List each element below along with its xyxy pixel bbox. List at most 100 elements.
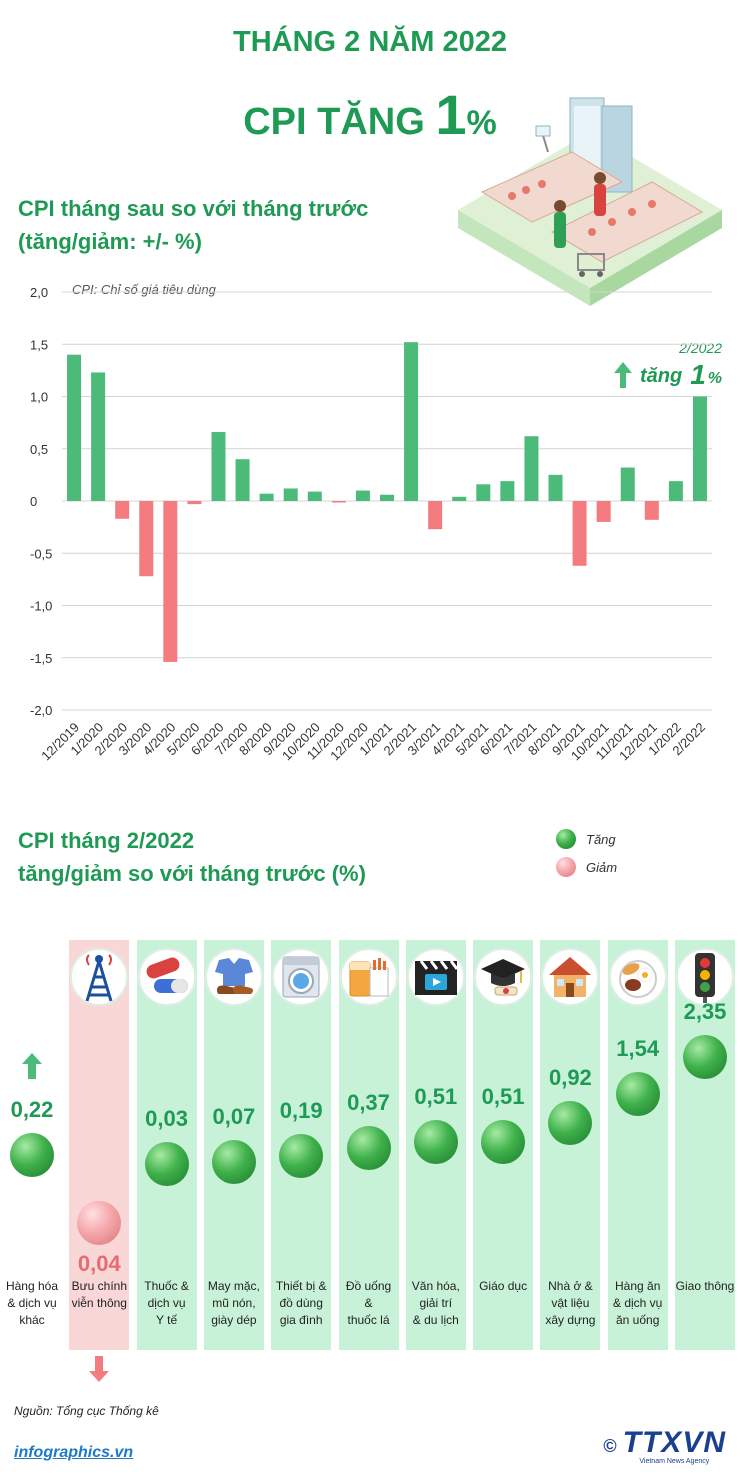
bar	[355, 490, 370, 501]
section2-title: CPI tháng 2/2022 tăng/giảm so với tháng …	[18, 824, 366, 890]
shirt-shoes-icon	[204, 948, 263, 1006]
headline-number: 1	[435, 83, 467, 146]
category-label-line: viễn thông	[71, 1296, 127, 1310]
cpi-note: CPI: Chỉ số giá tiêu dùng	[72, 282, 216, 297]
category-column: 0,51 Văn hóa, giải trí & du lịch	[405, 940, 466, 1350]
bar	[331, 501, 346, 503]
category-value: 1,54	[616, 1036, 660, 1062]
site-link[interactable]: infographics.vn	[14, 1444, 134, 1461]
category-label-line: xây dựng	[545, 1313, 596, 1327]
category-value: 0,07	[212, 1103, 256, 1129]
category-label-line: Nhà ở &	[548, 1279, 593, 1293]
category-label: May mặc, mũ nón, giày dép	[197, 1278, 271, 1329]
category-label-line: Hàng hóa	[5, 1279, 59, 1293]
y-tick-label: -2,0	[30, 703, 52, 718]
y-tick-label: 0	[30, 494, 37, 509]
graduation-cap-icon	[474, 948, 533, 1006]
category-label: Bưu chính viễn thông	[62, 1278, 136, 1312]
category-label-line: mũ nón,	[212, 1296, 256, 1310]
arrow-up-icon	[613, 362, 632, 388]
category-value: 0,03	[145, 1105, 188, 1131]
category-column: 0,37 Đồ uống & thuốc lá	[338, 940, 399, 1350]
increase-ball	[413, 1119, 458, 1164]
category-label-line: & du lịch	[412, 1313, 459, 1327]
category-value: 2,35	[683, 998, 727, 1024]
headline: CPI TĂNG 1%	[0, 82, 740, 147]
category-value: 0,22	[10, 1096, 54, 1122]
category-label-line: Hàng ăn	[615, 1279, 661, 1293]
category-value: 0,19	[279, 1098, 323, 1124]
legend-up-swatch	[556, 829, 576, 849]
cpi-bar-chart: 2,01,51,00,50-0,5-1,0-1,5-2,012/20191/20…	[30, 285, 712, 763]
category-label: Giao thông	[668, 1278, 740, 1295]
increase-ball	[548, 1100, 593, 1145]
category-label-line: Thuốc &	[144, 1279, 189, 1293]
y-tick-label: 2,0	[30, 285, 48, 300]
y-tick-label: 0,5	[30, 442, 48, 457]
category-label-line: Y tế	[156, 1313, 178, 1327]
y-tick-label: 1,5	[30, 337, 48, 352]
category-label-line: &	[364, 1296, 373, 1310]
legend-up-label: Tăng	[586, 831, 616, 847]
category-column: 0,22 Hàng hóa & dịch vụ khác	[2, 940, 62, 1350]
bar	[524, 436, 539, 501]
category-label: Nhà ở & vật liệu xây dựng	[533, 1278, 607, 1329]
callout-value: 1	[690, 359, 706, 390]
category-column: 0,51 Giáo dục	[473, 940, 534, 1350]
category-label-line: giày dép	[211, 1313, 257, 1327]
bar	[644, 501, 659, 520]
agency-logo: © TTXVN Vietnam News Agency	[603, 1426, 726, 1466]
pill-capsule-icon	[137, 948, 196, 1006]
category-value: 0,92	[548, 1064, 592, 1090]
antenna-tower-icon	[70, 948, 129, 1006]
y-tick-label: -1,5	[30, 651, 52, 666]
category-label-line: giải trí	[419, 1296, 453, 1310]
bar	[235, 459, 250, 501]
arrow-down-icon	[89, 1356, 110, 1382]
y-tick-label: -1,0	[30, 599, 52, 614]
callout-unit: %	[707, 370, 722, 387]
bar	[476, 484, 491, 501]
category-label: Văn hóa, giải trí & du lịch	[399, 1278, 473, 1329]
bar	[572, 501, 587, 566]
increase-ball	[144, 1141, 189, 1186]
bar	[620, 467, 635, 501]
section2-title-line1: CPI tháng 2/2022	[18, 828, 195, 853]
bar	[283, 488, 298, 501]
agency-name: TTXVN	[622, 1426, 726, 1459]
bar	[452, 496, 467, 501]
section1-title-line1: CPI tháng sau so với tháng trước	[18, 196, 369, 221]
bar	[548, 474, 563, 501]
category-label: Hàng ăn & dịch vụ ăn uống	[601, 1278, 675, 1329]
category-label-line: Giáo dục	[479, 1279, 528, 1293]
bar	[307, 491, 322, 501]
bar	[115, 501, 130, 519]
legend-down-swatch	[556, 857, 576, 877]
legend-down-label: Giảm	[586, 859, 618, 875]
house-icon	[541, 948, 600, 1006]
section1-title-line2: (tăng/giảm: +/- %)	[18, 229, 202, 254]
legend-item-down: Giảm	[556, 856, 617, 878]
bar	[596, 501, 611, 522]
bar	[668, 481, 683, 501]
category-column: 0,04 Bưu chính viễn thông	[69, 940, 130, 1382]
category-label-line: Giao thông	[675, 1279, 735, 1293]
category-label: Hàng hóa & dịch vụ khác	[0, 1278, 69, 1329]
category-label-line: Văn hóa,	[411, 1279, 460, 1293]
bar	[500, 481, 515, 501]
category-label-line: & dịch vụ	[613, 1296, 663, 1310]
decrease-ball	[77, 1200, 122, 1245]
category-label-line: May mặc,	[207, 1279, 260, 1293]
page-title: THÁNG 2 NĂM 2022	[233, 26, 507, 58]
increase-ball	[615, 1072, 660, 1117]
category-column: 0,92 Nhà ở & vật liệu xây dựng	[540, 940, 601, 1350]
category-column: 0,19 Thiết bị & đồ dùng gia đình	[271, 940, 332, 1350]
category-label-line: thuốc lá	[347, 1313, 390, 1327]
category-label: Thuốc & dịch vụ Y tế	[130, 1278, 204, 1329]
agency-subtitle: Vietnam News Agency	[639, 1458, 710, 1465]
headline-suffix: %	[466, 104, 497, 142]
y-tick-label: 1,0	[30, 390, 48, 405]
increase-ball	[683, 1034, 727, 1079]
bar	[91, 372, 106, 501]
bar	[380, 494, 394, 501]
